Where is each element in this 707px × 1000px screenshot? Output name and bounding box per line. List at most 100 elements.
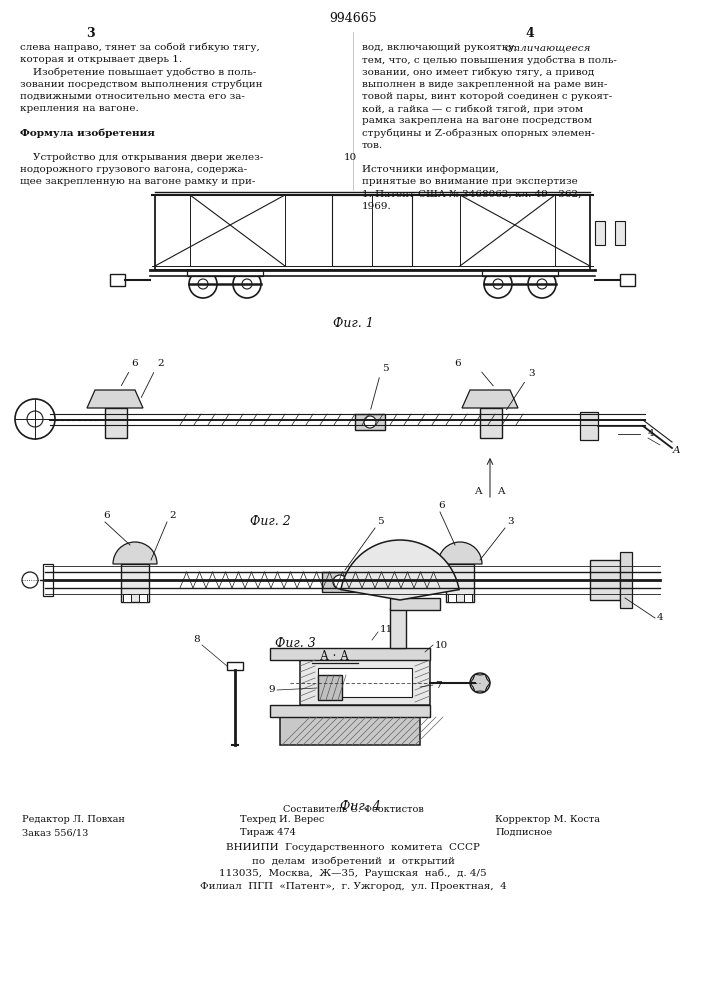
Circle shape <box>27 411 43 427</box>
Text: 10: 10 <box>435 641 448 650</box>
Text: Изобретение повышает удобство в поль-: Изобретение повышает удобство в поль- <box>20 67 256 77</box>
Text: Источники информации,: Источники информации, <box>362 165 499 174</box>
Bar <box>318 675 342 700</box>
Bar <box>590 560 620 600</box>
Text: щее закрепленную на вагоне рамку и при-: щее закрепленную на вагоне рамку и при- <box>20 177 255 186</box>
Text: принятые во внимание при экспертизе: принятые во внимание при экспертизе <box>362 177 578 186</box>
Text: подвижными относительно места его за-: подвижными относительно места его за- <box>20 92 245 101</box>
Text: 5: 5 <box>382 364 389 373</box>
Bar <box>270 648 430 660</box>
Bar <box>110 274 125 286</box>
Text: 10: 10 <box>344 153 356 162</box>
Text: Фиг. 2: Фиг. 2 <box>250 515 291 528</box>
Text: 6: 6 <box>438 501 445 510</box>
Wedge shape <box>113 542 157 564</box>
Text: 4: 4 <box>657 613 664 622</box>
Text: А · А: А · А <box>320 650 349 663</box>
Bar <box>155 195 590 270</box>
Text: ВНИИПИ  Государственного  комитета  СССР: ВНИИПИ Государственного комитета СССР <box>226 843 480 852</box>
Circle shape <box>233 270 261 298</box>
Bar <box>390 598 440 610</box>
Text: 6: 6 <box>104 511 110 520</box>
Text: выполнен в виде закрепленной на раме вин-: выполнен в виде закрепленной на раме вин… <box>362 80 607 89</box>
Text: товой пары, винт которой соединен с рукоят-: товой пары, винт которой соединен с руко… <box>362 92 612 101</box>
Bar <box>448 594 456 602</box>
Polygon shape <box>470 674 490 692</box>
Text: кой, а гайка — с гибкой тягой, при этом: кой, а гайка — с гибкой тягой, при этом <box>362 104 583 113</box>
Circle shape <box>476 679 484 687</box>
Text: 5: 5 <box>377 517 384 526</box>
Text: Заказ 556/13: Заказ 556/13 <box>22 828 88 837</box>
Bar <box>280 717 420 745</box>
Text: 2: 2 <box>157 359 163 368</box>
Bar <box>332 195 412 266</box>
Bar <box>446 564 474 602</box>
Text: 6: 6 <box>455 359 461 368</box>
Bar <box>615 221 625 245</box>
Bar <box>121 564 149 602</box>
Bar <box>482 270 558 276</box>
Text: Подписное: Подписное <box>495 828 552 837</box>
Text: по  делам  изобретений  и  открытий: по делам изобретений и открытий <box>252 856 455 865</box>
Circle shape <box>22 572 38 588</box>
Polygon shape <box>87 390 143 408</box>
Wedge shape <box>341 540 459 600</box>
Bar <box>620 552 632 608</box>
Circle shape <box>333 575 347 589</box>
Text: A: A <box>474 487 482 496</box>
Text: Техред И. Верес: Техред И. Верес <box>240 815 325 824</box>
Circle shape <box>470 673 490 693</box>
Bar <box>580 412 598 440</box>
Text: Формула изобретения: Формула изобретения <box>20 128 155 138</box>
Text: Фиг. 1: Фиг. 1 <box>332 317 373 330</box>
Bar <box>300 660 430 705</box>
Text: 2: 2 <box>169 511 175 520</box>
Text: 3: 3 <box>507 517 513 526</box>
Text: A: A <box>497 487 505 496</box>
Bar <box>187 270 263 276</box>
Text: 7: 7 <box>435 680 442 690</box>
Text: Устройство для открывания двери желез-: Устройство для открывания двери желез- <box>20 153 263 162</box>
Text: Тираж 474: Тираж 474 <box>240 828 296 837</box>
Text: 4: 4 <box>648 430 655 438</box>
Text: струбцины и Z-образных опорных элемен-: струбцины и Z-образных опорных элемен- <box>362 128 595 138</box>
Text: 113035,  Москва,  Ж—35,  Раушская  наб.,  д. 4/5: 113035, Москва, Ж—35, Раушская наб., д. … <box>219 869 487 879</box>
Bar <box>139 594 147 602</box>
Circle shape <box>15 399 55 439</box>
Polygon shape <box>462 390 518 408</box>
Circle shape <box>528 270 556 298</box>
Text: нодорожного грузового вагона, содержа-: нодорожного грузового вагона, содержа- <box>20 165 247 174</box>
Text: Фиг. 3: Фиг. 3 <box>274 637 315 650</box>
Bar <box>620 274 635 286</box>
Circle shape <box>484 270 512 298</box>
Text: которая и открывает дверь 1.: которая и открывает дверь 1. <box>20 55 182 64</box>
Text: рамка закреплена на вагоне посредством: рамка закреплена на вагоне посредством <box>362 116 592 125</box>
Bar <box>318 668 412 697</box>
Text: Корректор М. Коста: Корректор М. Коста <box>495 815 600 824</box>
Circle shape <box>189 270 217 298</box>
Text: 1. Патент США № 3468062, кл. 49—362,: 1. Патент США № 3468062, кл. 49—362, <box>362 189 581 198</box>
Text: 9: 9 <box>269 686 275 694</box>
Text: A: A <box>673 446 681 455</box>
Circle shape <box>537 279 547 289</box>
Circle shape <box>242 279 252 289</box>
Text: слева направо, тянет за собой гибкую тягу,: слева направо, тянет за собой гибкую тяг… <box>20 43 259 52</box>
Bar <box>595 221 605 245</box>
Circle shape <box>198 279 208 289</box>
Wedge shape <box>438 542 482 564</box>
Text: Редактор Л. Повхан: Редактор Л. Повхан <box>22 815 125 824</box>
Text: Фиг. 4: Фиг. 4 <box>339 800 380 813</box>
Bar <box>480 408 502 438</box>
Text: 6: 6 <box>131 359 138 368</box>
Text: 3: 3 <box>528 369 534 378</box>
Text: 4: 4 <box>525 27 534 40</box>
Text: вод, включающий рукоятку,: вод, включающий рукоятку, <box>362 43 521 52</box>
Circle shape <box>364 416 376 428</box>
Text: 1969.: 1969. <box>362 202 392 211</box>
Text: зовании, оно имеет гибкую тягу, а привод: зовании, оно имеет гибкую тягу, а привод <box>362 67 595 77</box>
Text: тем, что, с целью повышения удобства в поль-: тем, что, с целью повышения удобства в п… <box>362 55 617 65</box>
Text: Филиал  ПГП  «Патент»,  г. Ужгород,  ул. Проектная,  4: Филиал ПГП «Патент», г. Ужгород, ул. Про… <box>199 882 506 891</box>
Text: отличающееся: отличающееся <box>505 43 591 52</box>
Text: 8: 8 <box>194 636 200 645</box>
Text: зовании посредством выполнения струбцин: зовании посредством выполнения струбцин <box>20 80 262 89</box>
